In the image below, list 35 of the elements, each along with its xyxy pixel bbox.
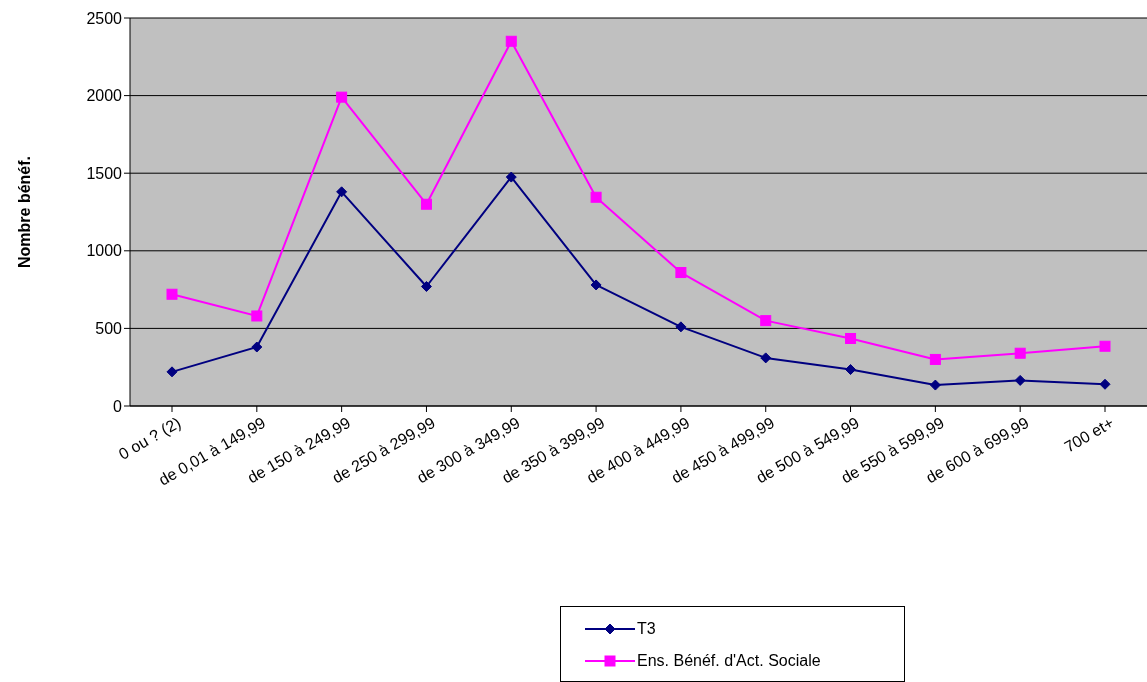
point	[929, 353, 941, 365]
y-tick-label: 500	[95, 320, 123, 338]
point	[251, 310, 263, 322]
x-tick-label: 0 ou ? (2)	[115, 413, 184, 463]
point	[336, 186, 348, 198]
point	[929, 379, 941, 391]
point	[420, 198, 432, 210]
y-tick-label: 2500	[86, 9, 123, 27]
legend-label: T3	[637, 620, 656, 638]
point	[845, 364, 857, 376]
point	[336, 91, 348, 103]
point	[1014, 374, 1026, 386]
point	[505, 171, 517, 183]
point	[1099, 378, 1111, 390]
point	[251, 341, 263, 353]
legend-label: Ens. Bénéf. d'Act. Sociale	[637, 652, 821, 670]
x-tick-label: 700 et+	[1061, 413, 1117, 456]
y-tick-label: 1500	[86, 164, 123, 182]
point	[760, 315, 772, 327]
point	[505, 35, 517, 47]
point	[590, 191, 602, 203]
y-axis-title: Nombre bénéf.	[15, 155, 33, 269]
point	[590, 279, 602, 291]
point	[166, 288, 178, 300]
point	[845, 332, 857, 344]
point	[675, 321, 687, 333]
y-tick-label: 2000	[86, 87, 123, 105]
point	[760, 352, 772, 364]
point	[420, 281, 432, 292]
point	[1014, 347, 1026, 359]
point	[1099, 340, 1111, 352]
y-tick-label: 1000	[86, 242, 123, 260]
y-tick-label: 0	[113, 397, 123, 415]
point	[166, 366, 178, 378]
point	[675, 267, 687, 279]
